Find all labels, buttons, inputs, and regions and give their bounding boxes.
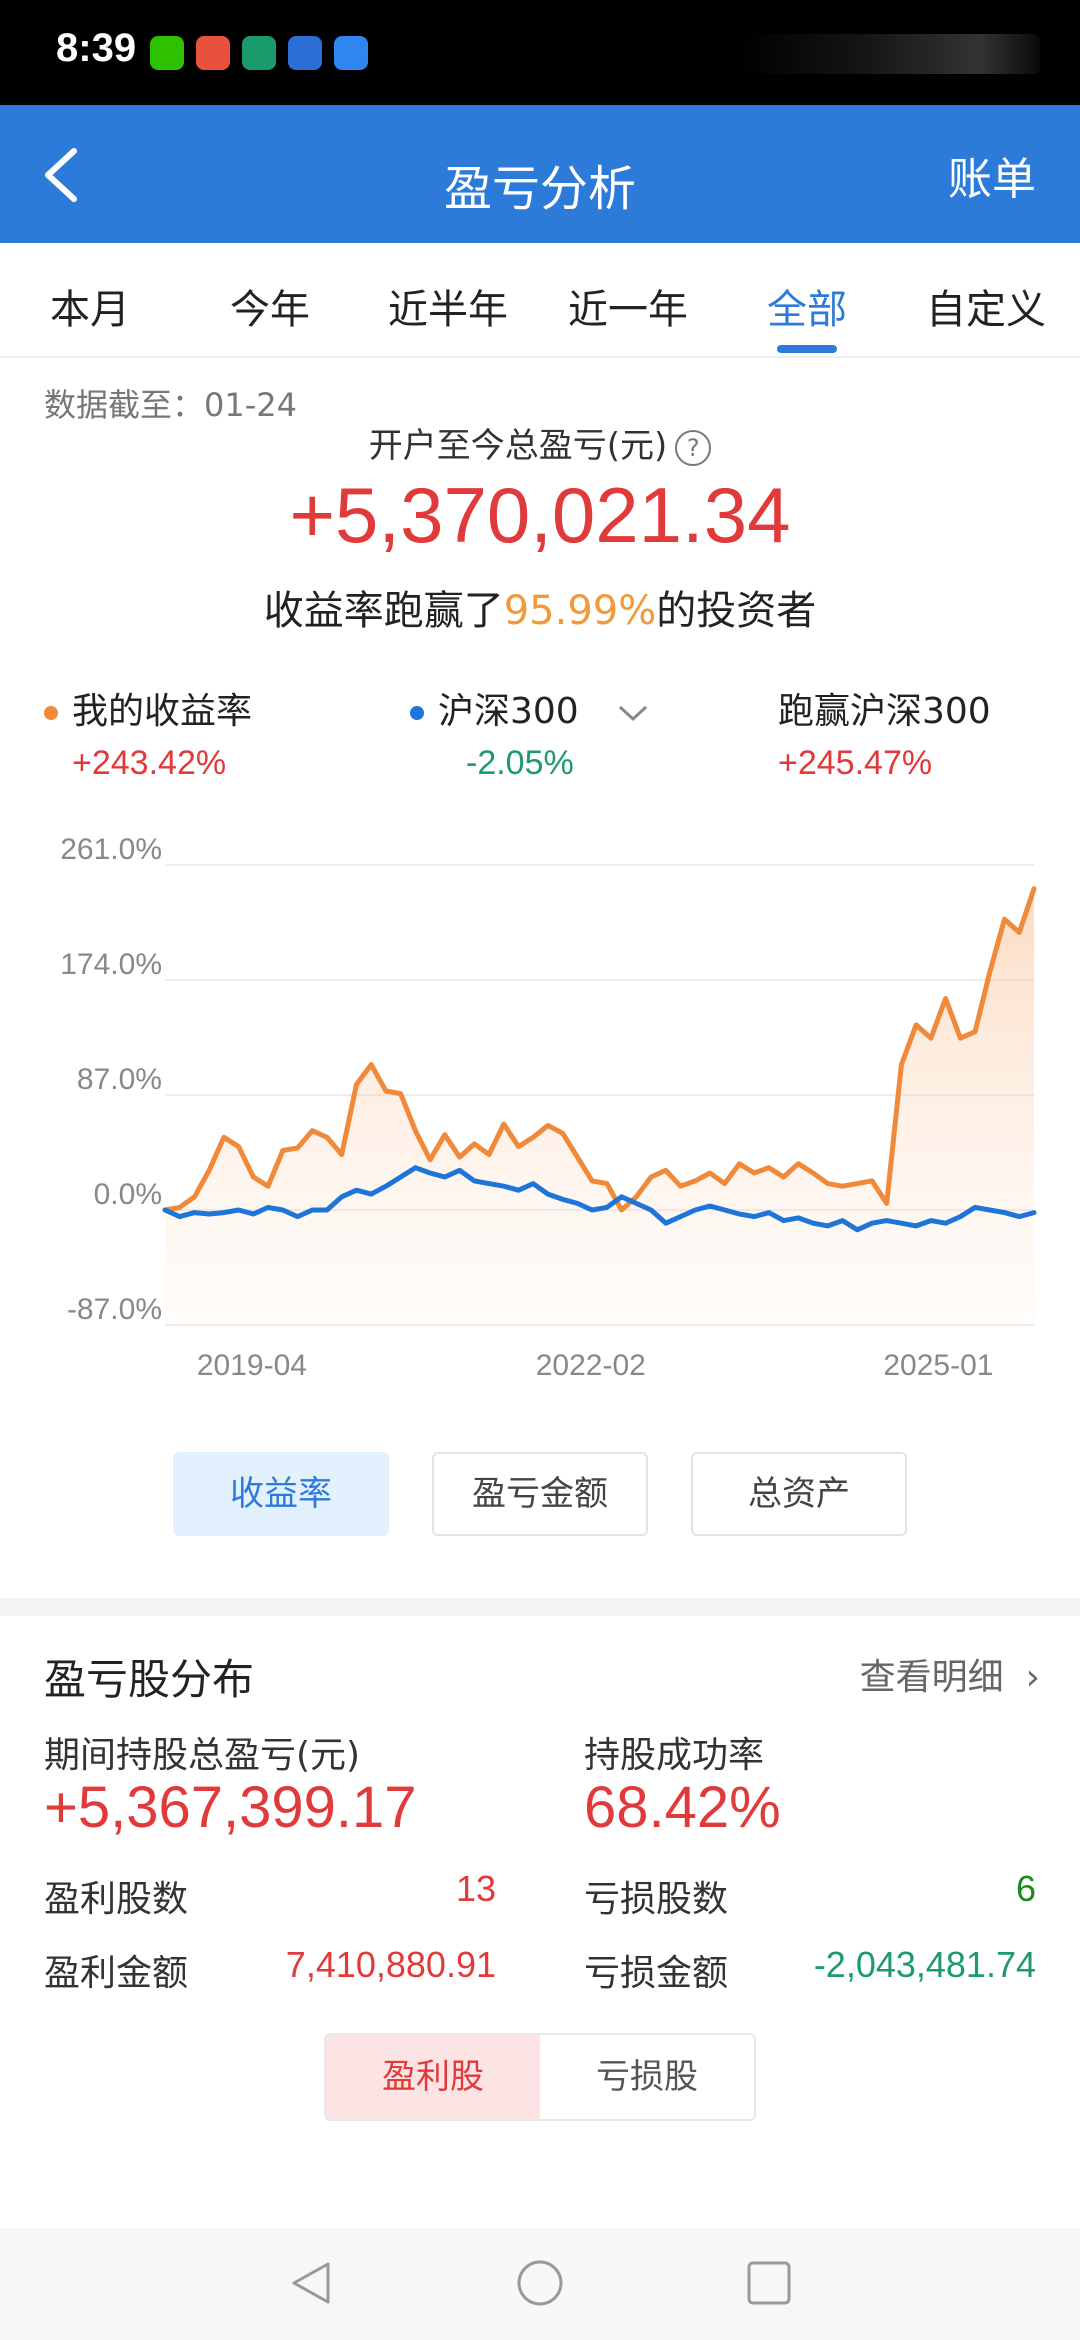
legend-index[interactable]: 沪深300 [410, 682, 650, 734]
chevron-right-icon: › [1025, 1657, 1040, 1698]
loss-amount-value: -2,043,481.74 [813, 1944, 1036, 1985]
success-rate-value: 68.42% [584, 1775, 781, 1840]
home-circle-icon[interactable] [515, 2258, 565, 2308]
x-tick-label: 2019-04 [197, 1349, 307, 1380]
tab-one-year[interactable]: 近一年 [568, 287, 688, 333]
tab-this-year[interactable]: 今年 [230, 287, 310, 333]
page-title: 盈亏分析 [443, 161, 636, 217]
bill-button[interactable]: 账单 [948, 154, 1036, 205]
notification-icons [150, 36, 368, 70]
blue-dot-icon [410, 706, 424, 720]
total-pnl-label-text: 开户至今总盈亏(元) [368, 426, 668, 466]
period-pnl-value: +5,367,399.17 [44, 1775, 417, 1840]
back-arrow-icon[interactable] [38, 147, 88, 203]
app-icon [288, 36, 322, 70]
legend-mine-label: 我的收益率 [72, 691, 253, 732]
total-assets-button[interactable]: 总资产 [691, 1452, 907, 1536]
section-title: 盈亏股分布 [44, 1655, 255, 1704]
legend-beat-label: 跑赢沪深300 [778, 691, 991, 732]
my-return-line [162, 886, 1037, 1213]
profit-loss-toggle: 盈利股 亏损股 [324, 2033, 756, 2121]
view-details-link[interactable]: 查看明细 › [860, 1648, 1040, 1700]
tab-half-year[interactable]: 近半年 [388, 287, 508, 333]
top-navbar: 盈亏分析 账单 [0, 105, 1080, 243]
tab-all[interactable]: 全部 [767, 287, 847, 333]
x-tick-label: 2025-01 [883, 1349, 993, 1380]
legend-index-label: 沪深300 [438, 691, 579, 732]
view-details-label: 查看明细 [859, 1657, 1004, 1698]
y-tick-label: 87.0% [77, 1063, 162, 1096]
period-pnl-label: 期间持股总盈亏(元) [44, 1735, 361, 1776]
beat-suffix: 的投资者 [656, 588, 817, 634]
y-tick-label: 0.0% [94, 1178, 162, 1211]
chevron-down-icon[interactable] [616, 701, 650, 725]
pnl-amount-button[interactable]: 盈亏金额 [432, 1452, 648, 1536]
legend-mine-value: +243.42% [72, 744, 227, 782]
bank-icon [242, 36, 276, 70]
profit-count-label: 盈利股数 [44, 1879, 189, 1920]
profit-stocks-button[interactable]: 盈利股 [326, 2035, 540, 2119]
orange-dot-icon [44, 706, 58, 720]
help-icon[interactable]: ? [675, 429, 712, 466]
status-bar: 8:39 [0, 0, 1080, 105]
profit-count-value: 13 [455, 1868, 496, 1909]
status-right-blurred [740, 34, 1040, 74]
section-divider [0, 1598, 1080, 1616]
y-tick-label: -87.0% [67, 1293, 162, 1326]
my-return-area [165, 888, 1034, 1325]
beat-percent: 95.99% [503, 588, 657, 634]
yield-button[interactable]: 收益率 [173, 1452, 389, 1536]
data-as-of: 数据截至：01-24 [44, 386, 297, 424]
loss-count-value: 6 [1015, 1868, 1036, 1909]
y-tick-label: 261.0% [60, 833, 162, 866]
status-time: 8:39 [56, 26, 137, 70]
y-tick-label: 174.0% [60, 948, 162, 981]
legend-beat: 跑赢沪深300 [778, 682, 991, 734]
legend-beat-value: +245.47% [778, 744, 933, 782]
success-rate-label: 持股成功率 [584, 1735, 765, 1776]
x-tick-label: 2022-02 [536, 1349, 646, 1380]
system-nav-bar [0, 2228, 1080, 2340]
total-pnl-label: 开户至今总盈亏(元)? [0, 418, 1080, 467]
loss-count-label: 亏损股数 [584, 1879, 729, 1920]
legend-index-value: -2.05% [466, 744, 574, 782]
back-triangle-icon[interactable] [286, 2258, 336, 2308]
upload-icon [334, 36, 368, 70]
profit-amount-value: 7,410,880.91 [285, 1944, 496, 1985]
active-tab-indicator [777, 345, 837, 353]
total-pnl-value: +5,370,021.34 [289, 471, 791, 559]
csi300-line [162, 1165, 1037, 1233]
wechat-icon [150, 36, 184, 70]
legend-mine: 我的收益率 [44, 682, 252, 734]
period-tabs: 本月 今年 近半年 近一年 全部 自定义 [0, 243, 1080, 358]
loss-amount-label: 亏损金额 [584, 1953, 729, 1994]
beat-investors-line: 收益率跑赢了95.99%的投资者 [0, 578, 1080, 636]
tab-custom[interactable]: 自定义 [926, 287, 1046, 333]
loss-stocks-button[interactable]: 亏损股 [596, 2057, 698, 2097]
profit-amount-label: 盈利金额 [44, 1953, 189, 1994]
beat-prefix: 收益率跑赢了 [263, 588, 504, 634]
tab-this-month[interactable]: 本月 [50, 287, 130, 333]
return-line-chart: 261.0% 174.0% 87.0% 0.0% -87.0% 2019-04 2022-0… [60, 833, 1037, 1380]
recents-square-icon[interactable] [744, 2258, 794, 2308]
app-icon [196, 36, 230, 70]
